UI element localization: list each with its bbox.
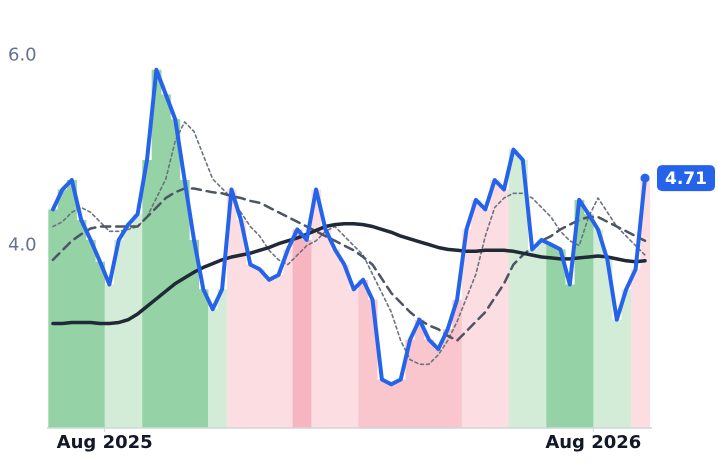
bar bbox=[236, 219, 247, 428]
bar bbox=[433, 349, 444, 428]
bar bbox=[640, 178, 651, 428]
bar bbox=[395, 379, 406, 428]
bar bbox=[132, 214, 143, 428]
bar bbox=[198, 289, 209, 428]
last-point bbox=[640, 173, 650, 183]
bar bbox=[405, 339, 416, 428]
bar bbox=[602, 259, 613, 428]
bar bbox=[292, 229, 303, 428]
bar bbox=[273, 275, 284, 428]
bar bbox=[161, 94, 171, 428]
bar bbox=[565, 284, 575, 428]
bar bbox=[48, 209, 59, 428]
bar bbox=[226, 189, 237, 428]
bar bbox=[367, 299, 378, 428]
bar bbox=[574, 199, 585, 428]
bar bbox=[123, 224, 134, 428]
bar bbox=[583, 214, 594, 428]
bar bbox=[527, 249, 538, 428]
bar bbox=[85, 239, 96, 428]
bar bbox=[489, 179, 500, 428]
y-tick-label: 4.0 bbox=[8, 235, 37, 256]
x-tick-label: Aug 2026 bbox=[545, 432, 641, 453]
bar bbox=[386, 384, 397, 428]
bar bbox=[621, 289, 632, 428]
bar bbox=[349, 289, 359, 428]
bar bbox=[264, 279, 275, 428]
bar bbox=[593, 229, 604, 428]
y-tick-label: 6.0 bbox=[8, 45, 37, 66]
value-label: 4.71 bbox=[665, 169, 707, 189]
bar bbox=[255, 269, 265, 428]
bar bbox=[508, 149, 519, 428]
bar bbox=[518, 160, 528, 428]
bar bbox=[95, 261, 106, 428]
bar bbox=[414, 319, 425, 428]
bar bbox=[499, 189, 510, 428]
bar bbox=[208, 309, 218, 428]
bar bbox=[358, 279, 369, 428]
bar bbox=[555, 249, 566, 428]
bar bbox=[330, 249, 341, 428]
bar bbox=[302, 239, 312, 428]
bar bbox=[377, 379, 387, 428]
bar bbox=[67, 179, 77, 428]
bar bbox=[189, 239, 200, 428]
bar bbox=[424, 339, 434, 428]
bar bbox=[339, 264, 350, 428]
bar bbox=[217, 289, 228, 428]
bar bbox=[471, 199, 481, 428]
bar bbox=[104, 284, 115, 428]
bar bbox=[57, 189, 68, 428]
value-badge bbox=[657, 165, 715, 192]
bar bbox=[114, 239, 124, 428]
bar bbox=[311, 189, 322, 428]
bar bbox=[179, 179, 190, 428]
bar bbox=[320, 229, 331, 428]
average-line bbox=[52, 121, 646, 366]
x-tick-label: Aug 2025 bbox=[57, 432, 153, 453]
bar bbox=[546, 244, 557, 428]
average-line bbox=[51, 187, 647, 342]
price-line bbox=[51, 67, 647, 387]
bar bbox=[283, 249, 294, 428]
bar bbox=[245, 264, 256, 428]
bar bbox=[151, 69, 162, 428]
bar bbox=[480, 209, 491, 428]
bar bbox=[536, 239, 547, 428]
bar bbox=[142, 160, 153, 428]
bar bbox=[170, 119, 181, 429]
bar bbox=[442, 329, 453, 428]
average-line bbox=[51, 221, 647, 326]
bar bbox=[452, 299, 463, 428]
bar bbox=[630, 269, 641, 428]
bar bbox=[612, 319, 622, 428]
bar bbox=[461, 229, 472, 428]
